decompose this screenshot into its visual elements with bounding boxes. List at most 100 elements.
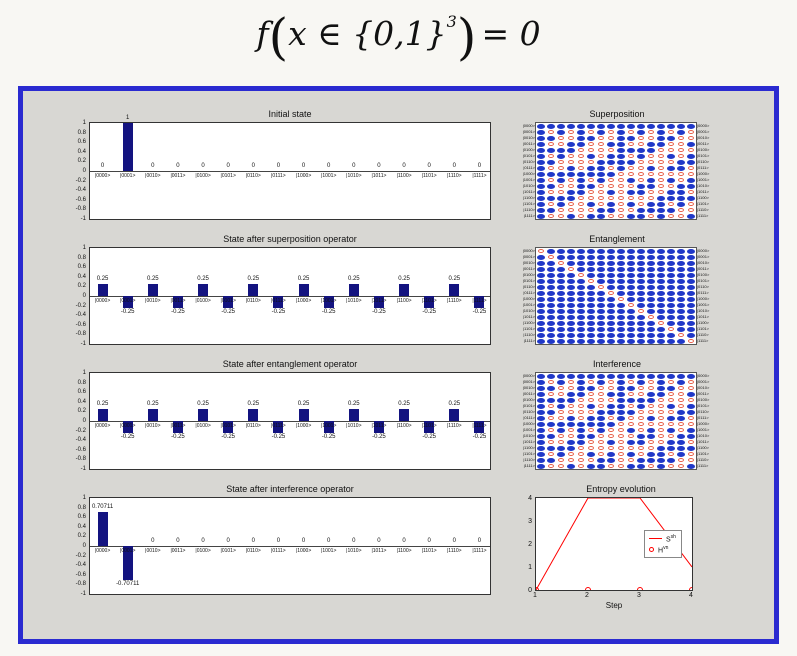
positive-entry-marker xyxy=(667,207,675,213)
matrix-row-label: |1110> xyxy=(697,332,709,337)
positive-entry-marker xyxy=(677,326,685,332)
matrix-cell xyxy=(546,427,556,433)
y-tick-label: -0.8 xyxy=(75,331,86,338)
positive-entry-marker xyxy=(587,373,595,379)
matrix-cell xyxy=(556,123,566,129)
matrix-cell xyxy=(656,296,666,302)
positive-entry-marker xyxy=(647,290,655,296)
negative-entry-marker xyxy=(548,202,554,206)
positive-entry-marker xyxy=(647,308,655,314)
negative-entry-marker xyxy=(658,154,664,158)
positive-entry-marker xyxy=(577,427,585,433)
positive-entry-marker xyxy=(567,332,575,338)
matrix-cell xyxy=(596,373,606,379)
matrix-cell xyxy=(666,463,676,469)
positive-entry-marker xyxy=(637,147,645,153)
negative-entry-marker xyxy=(688,166,694,170)
positive-entry-marker xyxy=(617,254,625,260)
positive-entry-marker xyxy=(637,463,645,469)
matrix-cell xyxy=(546,213,556,219)
positive-entry-marker xyxy=(687,427,695,433)
matrix-cell xyxy=(546,147,556,153)
matrix-cell xyxy=(586,159,596,165)
matrix-cell xyxy=(666,445,676,451)
positive-entry-marker xyxy=(577,123,585,129)
positive-entry-marker xyxy=(557,254,565,260)
matrix-row-label: |1101> xyxy=(697,326,709,331)
negative-entry-marker xyxy=(668,380,674,384)
matrix-cell xyxy=(636,451,646,457)
matrix-cell xyxy=(566,403,576,409)
matrix-row-label: |0000> xyxy=(697,123,710,128)
negative-entry-marker xyxy=(568,386,574,390)
matrix-cell xyxy=(566,463,576,469)
negative-entry-marker xyxy=(568,208,574,212)
matrix-cell xyxy=(596,272,606,278)
matrix-right-labels: |0000> |0001> |0010> |0011> |0100> |0101> |011… xyxy=(697,122,711,219)
matrix-cell xyxy=(586,427,596,433)
value-label: 0.25 xyxy=(297,276,310,282)
matrix-cell xyxy=(536,463,546,469)
positive-entry-marker xyxy=(617,248,625,254)
matrix-cell xyxy=(616,391,626,397)
matrix-cell xyxy=(616,129,626,135)
matrix-cell xyxy=(546,195,556,201)
y-tick-label: -0.6 xyxy=(75,446,86,453)
positive-entry-marker xyxy=(557,320,565,326)
matrix-cell xyxy=(676,379,686,385)
value-label: -0.25 xyxy=(372,434,386,440)
positive-entry-marker xyxy=(607,302,615,308)
matrix-cell xyxy=(546,415,556,421)
matrix-cell xyxy=(666,272,676,278)
matrix-cell xyxy=(666,248,676,254)
positive-entry-marker xyxy=(627,147,635,153)
matrix-cell xyxy=(546,171,556,177)
negative-entry-marker xyxy=(668,142,674,146)
matrix-cell xyxy=(646,421,656,427)
positive-entry-marker xyxy=(687,153,695,159)
positive-entry-marker xyxy=(637,254,645,260)
matrix-cell xyxy=(556,266,566,272)
matrix-cell xyxy=(676,421,686,427)
matrix-cell xyxy=(596,451,606,457)
matrix-cell xyxy=(626,302,636,308)
matrix-cell xyxy=(636,403,646,409)
positive-entry-marker xyxy=(547,195,555,201)
basis-state-label: |1101> xyxy=(421,548,437,554)
y-tick-label: -1 xyxy=(80,591,86,597)
matrix-row-label: |0111> xyxy=(523,290,535,295)
matrix-cell xyxy=(626,153,636,159)
matrix-cell xyxy=(676,427,686,433)
positive-entry-marker xyxy=(577,385,585,391)
matrix-cell xyxy=(586,451,596,457)
matrix-cell xyxy=(646,445,656,451)
matrix-cell xyxy=(616,266,626,272)
positive-entry-marker xyxy=(607,254,615,260)
plot-area: 0.25 |0000> -0.25 |0001> 0.25 |0010> -0.25 |001… xyxy=(89,247,491,345)
matrix-cell xyxy=(546,284,556,290)
matrix-cell xyxy=(646,326,656,332)
negative-entry-marker xyxy=(618,178,624,182)
matrix-cell xyxy=(656,451,666,457)
matrix-cell xyxy=(686,415,696,421)
value-label: 0.25 xyxy=(96,276,109,282)
x-axis-label: Step xyxy=(605,601,623,610)
amplitude-bar xyxy=(122,421,133,433)
matrix-cell xyxy=(556,314,566,320)
matrix-cell xyxy=(536,272,546,278)
positive-entry-marker xyxy=(537,385,545,391)
matrix-row-label: |1111> xyxy=(697,338,709,343)
positive-entry-marker xyxy=(627,266,635,272)
matrix-cell xyxy=(576,284,586,290)
matrix-row-label: |0101> xyxy=(522,153,535,158)
positive-entry-marker xyxy=(597,326,605,332)
matrix-cell xyxy=(646,379,656,385)
negative-entry-marker xyxy=(638,172,644,176)
positive-entry-marker xyxy=(557,177,565,183)
matrix-cell xyxy=(646,463,656,469)
matrix-cell xyxy=(566,379,576,385)
matrix-cell xyxy=(586,397,596,403)
matrix-row-label: |1101> xyxy=(697,201,709,206)
positive-entry-marker xyxy=(567,463,575,469)
